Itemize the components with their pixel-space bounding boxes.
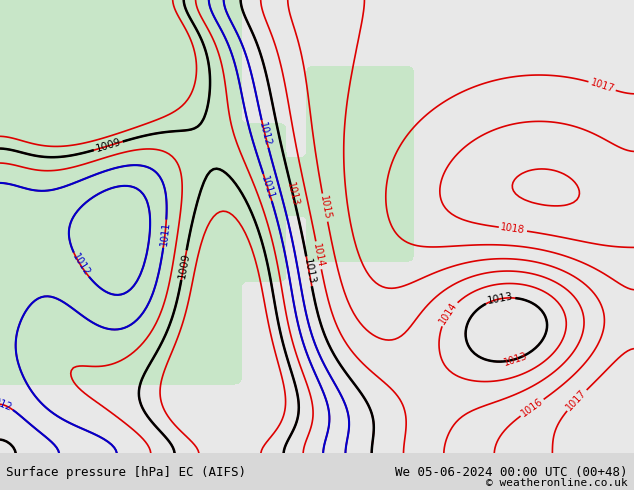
Text: 1012: 1012	[0, 395, 13, 414]
Text: 1013: 1013	[285, 181, 301, 207]
Text: © weatheronline.co.uk: © weatheronline.co.uk	[486, 478, 628, 488]
Text: 1011: 1011	[259, 174, 276, 200]
Text: 1009: 1009	[177, 251, 191, 279]
Text: 1016: 1016	[519, 396, 545, 419]
Text: Surface pressure [hPa] EC (AIFS): Surface pressure [hPa] EC (AIFS)	[6, 466, 247, 479]
Text: 1014: 1014	[311, 243, 326, 269]
Text: We 05-06-2024 00:00 UTC (00+48): We 05-06-2024 00:00 UTC (00+48)	[395, 466, 628, 479]
Text: 1015: 1015	[318, 195, 332, 220]
Text: 1014: 1014	[437, 300, 459, 326]
Text: 1012: 1012	[257, 121, 273, 147]
Text: 1013: 1013	[486, 292, 514, 306]
Text: 1017: 1017	[589, 77, 616, 95]
Text: 1017: 1017	[565, 388, 589, 413]
Text: 1009: 1009	[94, 137, 122, 154]
Text: 1013: 1013	[302, 257, 316, 285]
Text: 1018: 1018	[500, 222, 526, 236]
Text: 1011: 1011	[158, 221, 171, 246]
Text: 1012: 1012	[70, 252, 91, 278]
Text: 1013: 1013	[503, 350, 529, 368]
